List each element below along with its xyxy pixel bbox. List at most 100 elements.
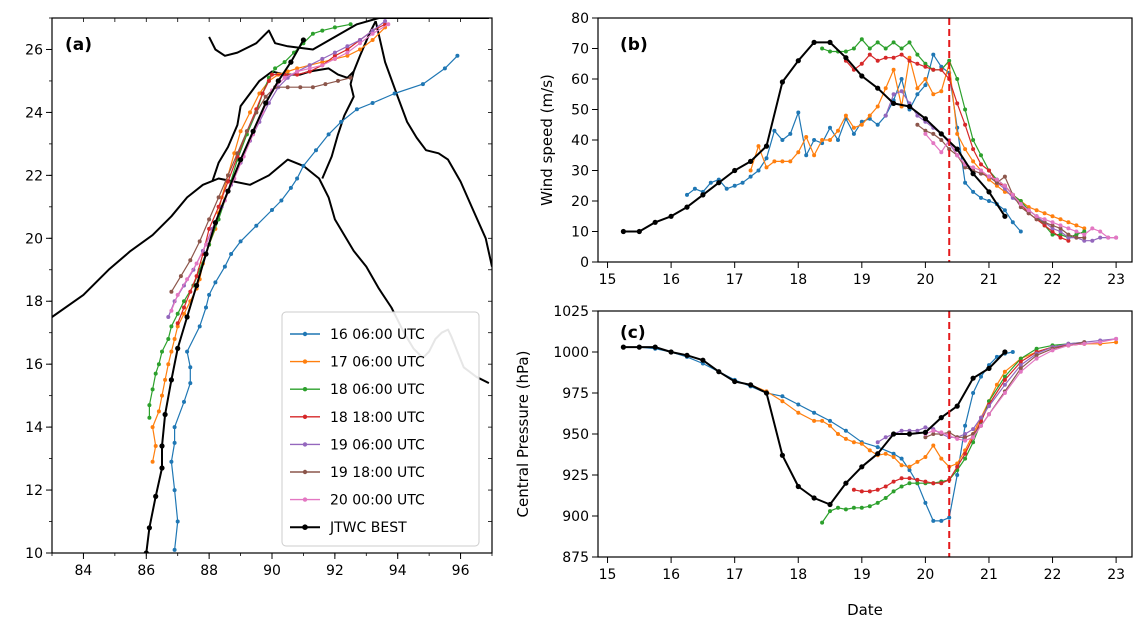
series-point (740, 180, 745, 185)
series-point (891, 67, 896, 72)
series-point (1042, 220, 1047, 225)
series-point (169, 349, 174, 354)
series-point (207, 292, 212, 297)
series-point (748, 158, 754, 164)
series-point (828, 49, 832, 54)
y-tick-label: 30 (571, 164, 589, 180)
series-point (1050, 223, 1055, 228)
series-point (979, 195, 983, 200)
series-point (994, 180, 999, 185)
series-point (307, 69, 312, 74)
x-tick-label: 19 (853, 272, 871, 288)
series-point (166, 337, 171, 341)
series-point (1058, 223, 1063, 228)
series-point (188, 289, 193, 294)
series-point (764, 156, 769, 161)
series-line (821, 341, 1085, 523)
series-point (891, 92, 896, 97)
series-point (891, 40, 896, 45)
series-point (636, 228, 642, 235)
series-point (986, 365, 992, 371)
y-tick-label: 24 (25, 105, 43, 121)
series-point (963, 122, 968, 127)
series-point (922, 429, 929, 435)
series-line (750, 341, 1117, 468)
series-point (1010, 350, 1015, 354)
series-point (970, 171, 976, 177)
series-point (1034, 208, 1039, 213)
series-point (652, 344, 658, 350)
series-point (354, 107, 359, 112)
legend: 16 06:00 UTC 17 06:00 UTC 18 06:00 UTC 18 1… (281, 311, 480, 547)
series-point (295, 72, 300, 77)
series-point (748, 168, 753, 173)
map-outline (321, 20, 377, 179)
series-point (392, 91, 397, 96)
series-point (1114, 235, 1119, 240)
series-point (1058, 217, 1063, 222)
series-point (1066, 232, 1071, 237)
series-point (907, 58, 912, 63)
series-point (938, 415, 944, 421)
series-point (204, 242, 208, 247)
series-point (150, 459, 155, 464)
series-point (867, 489, 872, 494)
series-point (1042, 223, 1047, 228)
series-point (780, 159, 785, 164)
series-line (853, 343, 1085, 492)
series-point (320, 63, 325, 68)
series-point (923, 64, 928, 69)
series-point (987, 177, 991, 182)
series-point (1026, 208, 1031, 213)
series-point (875, 451, 881, 457)
series-point (1050, 348, 1055, 353)
series-point (153, 444, 158, 448)
series-point (915, 52, 920, 57)
x-tick-label: 92 (326, 563, 344, 579)
series-point (700, 192, 706, 198)
series-point (899, 46, 904, 51)
series-point (971, 147, 976, 152)
series-point (883, 86, 888, 91)
series-point (851, 505, 856, 510)
series-point (764, 165, 769, 170)
series-point (812, 418, 817, 423)
series-point (204, 305, 208, 310)
series-point (994, 382, 999, 387)
series-point (1066, 238, 1071, 243)
series-point (804, 135, 809, 139)
series-point (182, 299, 186, 304)
series-point (1018, 369, 1023, 374)
series-point (222, 264, 227, 269)
series-point (883, 435, 888, 440)
series-point (939, 138, 944, 142)
series-line (877, 338, 1117, 443)
x-tick-label: 20 (916, 567, 934, 583)
series-point (963, 451, 968, 456)
series-point (986, 189, 992, 195)
series-point (923, 479, 928, 484)
series-point (1010, 220, 1015, 225)
series-line (623, 346, 1013, 522)
series-point (194, 261, 199, 266)
x-tick-label: 16 (662, 567, 680, 583)
series-point (332, 50, 337, 55)
series-point (168, 377, 174, 383)
series-point (923, 425, 928, 430)
series-point (915, 122, 920, 127)
series-point (172, 337, 177, 341)
series-point (907, 468, 912, 473)
series-point (1066, 343, 1071, 348)
series-point (779, 79, 786, 85)
series-point (756, 168, 761, 173)
series-point (1058, 226, 1063, 231)
series-point (891, 451, 896, 456)
series-point (207, 226, 212, 231)
series-point (954, 403, 960, 409)
series-point (811, 495, 817, 501)
series-point (899, 463, 904, 468)
series-point (254, 110, 259, 115)
series-point (1074, 223, 1079, 228)
series-point (1090, 226, 1095, 231)
series-point (963, 180, 968, 185)
